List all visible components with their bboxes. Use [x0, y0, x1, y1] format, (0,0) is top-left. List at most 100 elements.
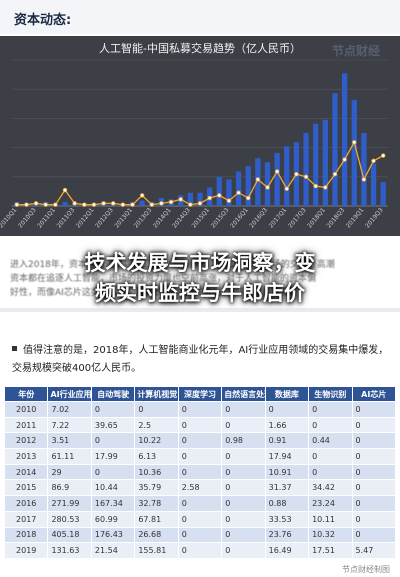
value-cell: 0: [90, 401, 136, 418]
bar: [341, 73, 348, 206]
value-cell: 34.42: [308, 479, 353, 497]
line-point: [72, 201, 77, 206]
x-tick-label: 2011Q1: [36, 207, 57, 230]
table-row: 2017 280.53 60.99 67.81 0 0 33.53 10.11 0: [3, 510, 396, 528]
line-point: [120, 202, 126, 207]
table-row: 2018 405.18 176.43 26.68 0 0 23.76 10.32 0: [3, 526, 396, 544]
line-point: [24, 202, 29, 207]
value-cell: 0.98: [221, 432, 266, 450]
column-header: AI行业应用: [47, 386, 92, 402]
line-point: [265, 185, 270, 190]
line-point: [159, 201, 164, 206]
value-cell: 60.99: [90, 510, 136, 528]
value-cell: 10.44: [90, 479, 136, 497]
year-cell: 2018: [3, 526, 49, 544]
paragraph-line: 好性，而像AI芯片这类投入大、周期长、风险高的行业，并不被资本看好；: [10, 288, 307, 298]
line-point: [294, 171, 299, 177]
value-cell: 0: [351, 495, 396, 512]
value-cell: 21.54: [90, 542, 136, 559]
value-cell: 32.78: [134, 495, 179, 512]
column-header: 自动驾驶: [90, 386, 136, 402]
value-cell: 0.88: [264, 495, 310, 512]
value-cell: 23.76: [264, 526, 310, 544]
line-point: [380, 153, 386, 158]
line-point: [33, 201, 39, 206]
bar: [332, 93, 338, 206]
bar: [322, 119, 328, 206]
column-header: 数据库: [264, 386, 310, 402]
bar: [274, 152, 280, 206]
value-cell: 31.37: [264, 479, 310, 497]
value-cell: 7.22: [47, 416, 92, 434]
value-cell: 0: [177, 416, 223, 434]
table-row: 2012 3.51 0 10.22 0 0.98 0.91 0.44 0: [3, 432, 396, 450]
section-header: 资本动态:: [0, 0, 400, 34]
table-header-row: 年份AI行业应用自动驾驶计算机视觉深度学习自然语言处理数据库生物识别AI芯片: [3, 386, 396, 402]
column-header: 计算机视觉: [134, 386, 179, 402]
table-row: 2013 61.11 17.99 6.13 0 0 17.94 0 0: [3, 448, 396, 465]
paragraph-line: 进入2018年，资本开始进入到人工智能相关领域，其在2018年市场的交易最高潮: [10, 260, 335, 270]
value-cell: 0: [221, 448, 266, 465]
line-point: [91, 202, 97, 207]
value-cell: 3.51: [47, 432, 92, 450]
value-cell: 280.53: [47, 510, 92, 528]
bar: [197, 192, 203, 206]
line-point: [352, 140, 357, 145]
x-tick-label: 2014Q3: [171, 207, 192, 230]
value-cell: 67.81: [134, 510, 179, 528]
paragraph-line: 资本都在追逐人工智能，市场的投资力度也空前高涨，对于人工智能的资本偏: [10, 274, 317, 284]
value-cell: 35.79: [134, 479, 179, 497]
line-point: [82, 202, 87, 207]
value-cell: 0: [351, 463, 396, 481]
value-cell: 0: [134, 401, 179, 418]
article-paragraph: 进入2018年，资本开始进入到人工智能相关领域，其在2018年市场的交易最高潮 …: [0, 258, 400, 310]
bar: [139, 200, 145, 206]
year-cell: 2012: [3, 432, 49, 450]
value-cell: 0: [221, 463, 266, 481]
line-point: [342, 157, 347, 162]
value-cell: 61.11: [47, 448, 92, 465]
x-tick-label: 2015Q3: [210, 207, 231, 230]
value-cell: 0: [351, 510, 396, 528]
value-cell: 10.11: [308, 510, 353, 528]
value-cell: 26.68: [134, 526, 179, 544]
bar: [235, 171, 242, 206]
line-point: [303, 174, 309, 179]
bar: [62, 202, 68, 206]
value-cell: 17.51: [308, 542, 353, 559]
note-paragraph: 值得注意的是，2018年，人工智能商业化元年，AI行业应用领域的交易集中爆发，交…: [12, 342, 392, 378]
value-cell: 86.9: [47, 479, 92, 497]
bar: [226, 179, 232, 206]
year-cell: 2016: [3, 495, 49, 512]
value-cell: 0: [177, 526, 223, 544]
value-cell: 16.49: [264, 542, 310, 559]
x-tick-label: 2013Q1: [113, 207, 134, 230]
line-point: [313, 183, 318, 189]
year-cell: 2019: [3, 542, 49, 559]
value-cell: 0: [90, 463, 136, 481]
value-cell: 0: [221, 526, 266, 544]
column-header: 深度学习: [177, 386, 223, 402]
bar: [351, 99, 357, 206]
value-cell: 10.91: [264, 463, 310, 481]
value-cell: 0: [308, 416, 353, 434]
value-cell: 0: [221, 416, 266, 434]
value-cell: 0: [308, 401, 353, 418]
value-cell: 0: [177, 542, 223, 559]
value-cell: 2.5: [134, 416, 179, 434]
line-point: [207, 195, 212, 201]
line-point: [139, 193, 145, 198]
value-cell: 0: [308, 448, 353, 465]
table-row: 2015 86.9 10.44 35.79 2.58 0 31.37 34.42 0: [3, 479, 396, 497]
line-point: [236, 190, 241, 195]
value-cell: 10.32: [308, 526, 353, 544]
x-tick-label: 2012Q3: [94, 207, 115, 230]
year-cell: 2013: [3, 448, 49, 465]
value-cell: 0: [351, 416, 396, 434]
value-cell: 0: [177, 448, 223, 465]
year-cell: 2011: [3, 416, 49, 434]
value-cell: 0: [221, 510, 266, 528]
value-cell: 0: [264, 401, 310, 418]
bar: [284, 146, 290, 206]
investment-table: 年份AI行业应用自动驾驶计算机视觉深度学习自然语言处理数据库生物识别AI芯片 2…: [3, 386, 396, 559]
